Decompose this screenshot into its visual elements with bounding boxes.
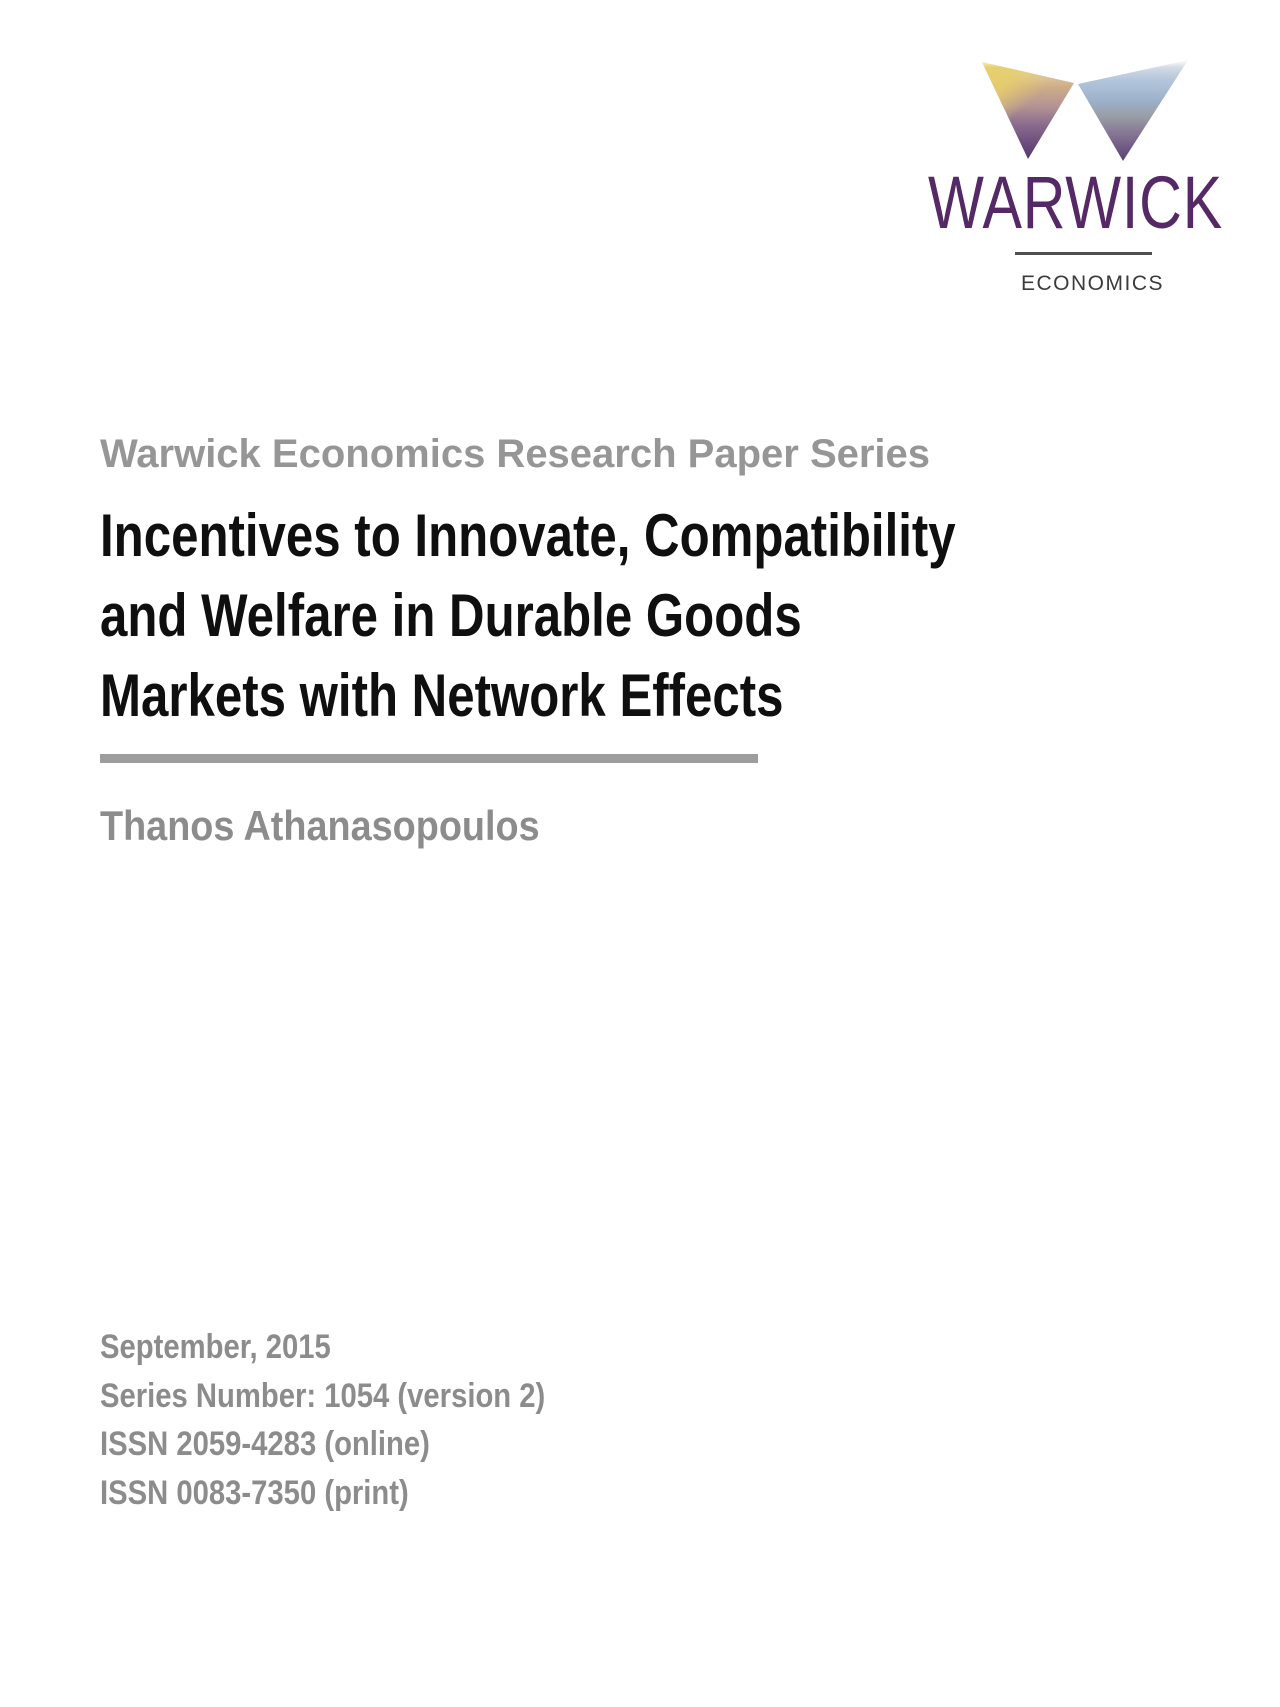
title-underline-rule [100,754,758,763]
series-header: Warwick Economics Research Paper Series [100,432,931,476]
warwick-wordmark: WARWICK [928,161,1224,244]
logo-divider-line [1015,252,1152,255]
paper-title-line-2: and Welfare in Durable Goods [100,582,802,649]
warwick-w-mark-icon [978,54,1190,166]
publication-date: September, 2015 [100,1328,331,1366]
logo-department-label: ECONOMICS [1021,272,1165,295]
issn-online: ISSN 2059-4283 (online) [100,1425,430,1464]
paper-title-line-3: Markets with Network Effects [100,662,784,729]
paper-title: Incentives to Innovate, Compatibility an… [100,496,956,736]
paper-title-line-1: Incentives to Innovate, Compatibility [100,502,956,569]
series-number: Series Number: 1054 (version 2) [100,1376,546,1415]
issn-print: ISSN 0083-7350 (print) [100,1473,409,1512]
publication-details: September, 2015 Series Number: 1054 (ver… [100,1323,545,1517]
author-name: Thanos Athanasopoulos [100,802,540,849]
warwick-w-mark-svg [982,60,1188,161]
